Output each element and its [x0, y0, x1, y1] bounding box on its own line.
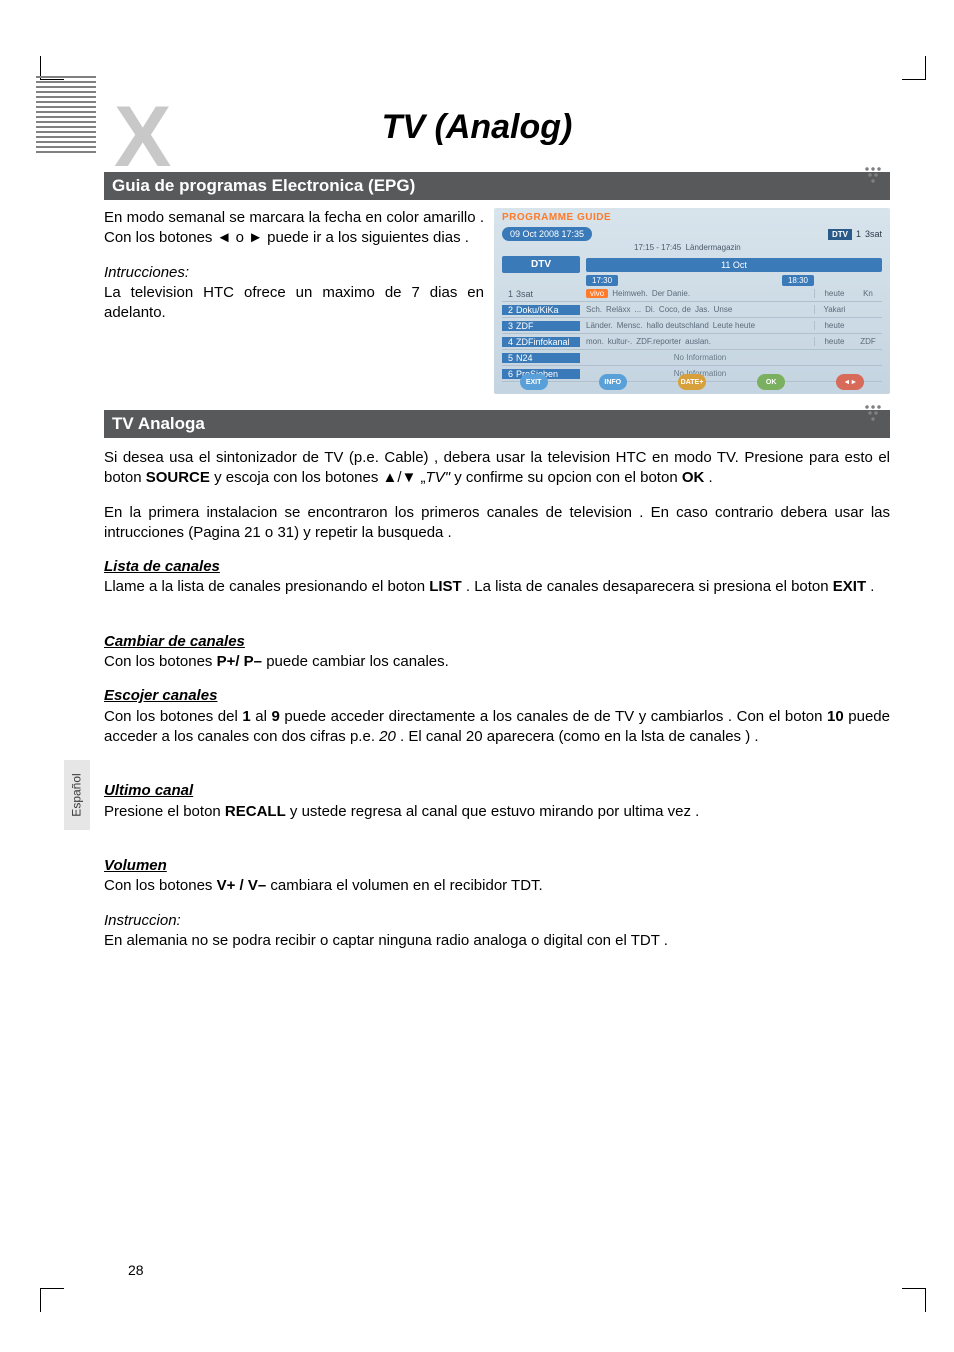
- epg-description: En modo semanal se marcara la fecha en c…: [104, 208, 484, 394]
- section-heading-analog: TV Analoga: [104, 410, 890, 438]
- page-number: 28: [128, 1262, 144, 1278]
- analog-p1: Si desea usa el sintonizador de TV (p.e.…: [104, 448, 890, 489]
- epg-channel-row: 3ZDFLänder.Mensc.hallo deutschlandLeute …: [502, 318, 882, 334]
- crop-mark: [902, 1288, 926, 1312]
- escojer-canales: Escojer canales Con los botones del 1 al…: [104, 686, 890, 747]
- section-decor-icon: [864, 166, 888, 190]
- instr-body: La television HTC ofrece un maximo de 7 …: [104, 284, 484, 321]
- epg-footer-button: INFO: [599, 374, 627, 390]
- section-heading-text: TV Analoga: [112, 414, 205, 433]
- crop-mark: [40, 1288, 64, 1312]
- instr-label: Intrucciones:: [104, 264, 189, 281]
- epg-now-prog: Ländermagazin: [686, 243, 741, 252]
- epg-screenshot: PROGRAMME GUIDE 09 Oct 2008 17:35 DTV 1 …: [494, 208, 890, 394]
- epg-dtv-cell: DTV: [502, 256, 580, 273]
- epg-time2: 18:30: [782, 275, 814, 286]
- epg-channel-row: 4ZDFinfokanalmon.kultur-.ZDF.reporteraus…: [502, 334, 882, 350]
- section-heading-epg: Guia de programas Electronica (EPG): [104, 172, 890, 200]
- epg-now-num: 1: [856, 229, 861, 239]
- epg-shot-title: PROGRAMME GUIDE: [502, 212, 611, 223]
- language-label: Español: [70, 773, 84, 816]
- epg-now-name: 3sat: [865, 229, 882, 239]
- epg-day-cell: 11 Oct: [586, 258, 882, 272]
- epg-footer-button: DATE+: [678, 374, 706, 390]
- epg-channel-row: 13satvivoHeimweh.Der Danie.heuteKn: [502, 286, 882, 302]
- epg-footer-button: EXIT: [520, 374, 548, 390]
- lista-canales: Lista de canales Llame a la lista de can…: [104, 557, 890, 598]
- epg-dtv-badge: DTV: [828, 229, 852, 240]
- volumen: Volumen Con los botones V+ / V– cambiara…: [104, 856, 890, 897]
- language-tab: Español: [64, 760, 90, 830]
- epg-footer-button: OK: [757, 374, 785, 390]
- instruccion2: Instruccion: En alemania no se podra rec…: [104, 911, 890, 952]
- ultimo-canal: Ultimo canal Presione el boton RECALL y …: [104, 781, 890, 822]
- cambiar-canales: Cambiar de canales Con los botones P+/ P…: [104, 632, 890, 673]
- epg-channel-row: 2Doku/KiKaSch.Reläxx...Di.Coco, deJas.Un…: [502, 302, 882, 318]
- crop-mark: [902, 56, 926, 80]
- epg-footer-button: ◄►: [836, 374, 864, 390]
- analog-p2: En la primera instalacion se encontraron…: [104, 503, 890, 544]
- section-decor-icon: [864, 404, 888, 428]
- epg-now-time: 17:15 - 17:45: [634, 243, 681, 252]
- epg-date: 09 Oct 2008 17:35: [502, 227, 592, 241]
- section-heading-text: Guia de programas Electronica (EPG): [112, 176, 415, 195]
- epg-channel-row: 5N24No Information: [502, 350, 882, 366]
- page-title: TV (Analog): [0, 108, 954, 147]
- epg-p1: En modo semanal se marcara la fecha en c…: [104, 208, 484, 249]
- epg-time1: 17:30: [586, 275, 618, 286]
